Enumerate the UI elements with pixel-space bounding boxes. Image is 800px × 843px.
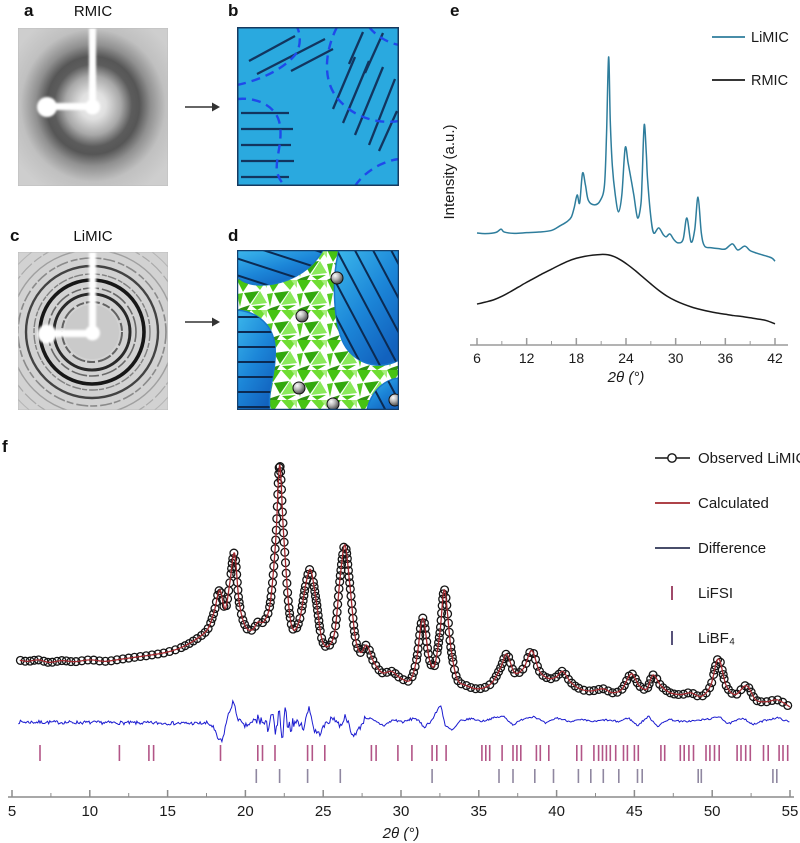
beam-stop	[37, 252, 100, 344]
x-tick-label: 42	[767, 350, 783, 366]
x-tick-label: 40	[548, 803, 565, 820]
amorphous-blue-domains	[237, 250, 399, 410]
x-tick-label: 50	[704, 803, 721, 820]
x-tick-label: 45	[626, 803, 643, 820]
arrow-right-icon	[185, 102, 220, 112]
beam-stop	[37, 28, 100, 117]
svg-text:Observed LiMIC: Observed LiMIC	[698, 450, 800, 467]
legend-item-lifsi: LiFSI	[671, 585, 733, 602]
svg-text:RMIC: RMIC	[751, 73, 788, 89]
panel-label-e: e	[450, 1, 460, 20]
amorphous-domains-schematic	[237, 27, 399, 186]
x-tick-label: 18	[569, 350, 585, 366]
x-tick-label: 15	[159, 803, 176, 820]
y-axis-label: Intensity (a.u.)	[441, 124, 458, 219]
panel-label-b: b	[228, 1, 239, 20]
panel-label-c: c	[10, 226, 20, 245]
legend-item-rmic: RMIC	[712, 73, 788, 89]
x-axis-label: 2θ (°)	[382, 825, 420, 842]
panel-c-title: LiMIC	[73, 228, 113, 245]
x-axis-label: 2θ (°)	[607, 369, 645, 386]
x-tick-label: 20	[237, 803, 254, 820]
svg-text:LiBF₄: LiBF₄	[698, 630, 735, 647]
legend-item-observed-limic: Observed LiMIC	[655, 450, 800, 467]
phase-ticks-libf4	[255, 769, 778, 783]
svg-text:LiMIC: LiMIC	[751, 30, 789, 46]
legend-item-calculated: Calculated	[655, 495, 769, 512]
difference-curve	[18, 699, 790, 744]
rietveld-refinement-chart: 5 10 15 20 25 30 35 40 45 50 55 2θ (°) Observed LiMI…	[8, 450, 800, 842]
x-tick-label: 12	[519, 350, 535, 366]
x-tick-label: 25	[315, 803, 332, 820]
legend-item-difference: Difference	[655, 540, 766, 557]
svg-text:Calculated: Calculated	[698, 495, 769, 512]
svg-text:LiFSI: LiFSI	[698, 585, 733, 602]
x-tick-label: 30	[393, 803, 410, 820]
arrow-right-icon	[185, 317, 220, 327]
legend-item-libf₄: LiBF₄	[671, 630, 735, 647]
xrd-comparison-chart: 6 12 18 24 30 36 42 2θ (°) Intensity (a.u.) LiMIC…	[441, 30, 789, 386]
curve-rmic	[476, 253, 776, 325]
legend-item-limic: LiMIC	[712, 30, 789, 46]
x-tick-label: 55	[782, 803, 799, 820]
panel-label-a: a	[24, 1, 34, 20]
x-tick-label: 6	[473, 350, 481, 366]
phase-ticks-lifsi	[39, 745, 789, 761]
calculated-curve	[19, 464, 791, 708]
xray-pattern-rmic-image	[18, 28, 168, 186]
panel-a-title: RMIC	[73, 3, 113, 20]
x-tick-label: 24	[618, 350, 634, 366]
svg-text:Difference: Difference	[698, 540, 766, 557]
observed-data-markers	[15, 462, 793, 711]
x-tick-label: 36	[718, 350, 734, 366]
crystallite-network-schematic	[237, 250, 399, 410]
lithium-spheres	[292, 271, 399, 410]
panel-label-d: d	[228, 226, 239, 245]
curve-limic	[476, 56, 776, 262]
x-tick-label: 10	[81, 803, 98, 820]
x-tick-label: 35	[470, 803, 487, 820]
xray-pattern-limic-image	[18, 252, 168, 410]
x-tick-label: 5	[8, 803, 16, 820]
domain-boundary-dashed	[237, 27, 399, 186]
chain-hatch-lines	[241, 31, 399, 179]
panel-label-f: f	[2, 437, 8, 456]
x-tick-label: 30	[668, 350, 684, 366]
